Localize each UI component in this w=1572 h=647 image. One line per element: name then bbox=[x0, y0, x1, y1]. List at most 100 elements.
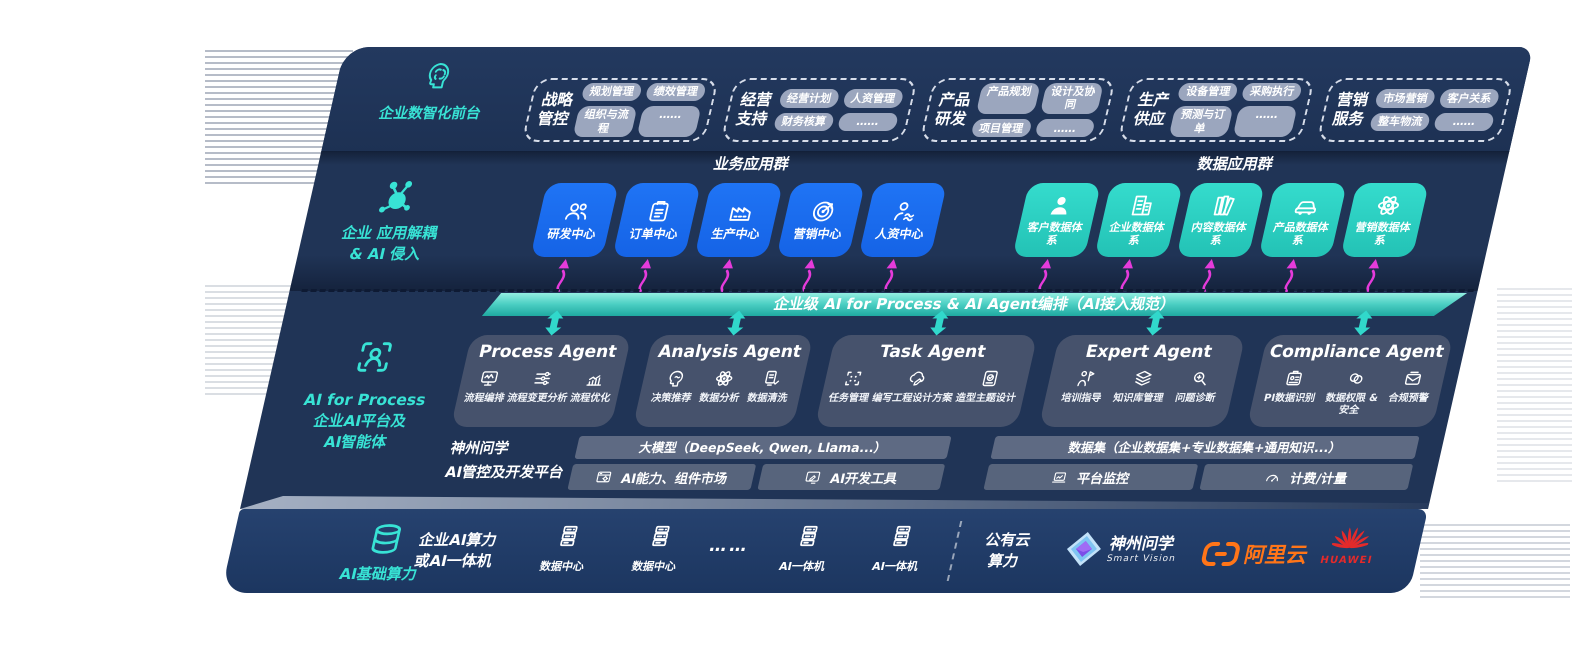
magenta-arrow-icon bbox=[1086, 254, 1167, 292]
agent-item: 造型主题设计 bbox=[954, 368, 1022, 405]
group-item-pill: 财务核算 bbox=[772, 112, 835, 131]
front-office-label: 企业数智化前台 bbox=[366, 59, 505, 123]
compute-line2: 或AI一体机 bbox=[412, 552, 494, 570]
books-icon bbox=[1207, 192, 1240, 219]
group-name: 生产 供应 bbox=[1131, 90, 1172, 128]
scan-person-icon bbox=[350, 337, 399, 377]
building-icon bbox=[1125, 192, 1158, 219]
data-app-tiles: 客户数据体系 企业数据体系 内容数据体系 产品数据体系 营销数据体系 bbox=[1012, 183, 1430, 257]
agent-items: 流程编排 流程变更分析 流程优化 bbox=[456, 368, 624, 405]
front-office-title: 企业数智化前台 bbox=[377, 106, 483, 122]
business-app-tiles: 研发中心 订单中心 生产中心 营销中心 人资中心 bbox=[530, 183, 948, 257]
agent-item-label: 数据权限 & 安全 bbox=[1324, 393, 1380, 416]
server-icon bbox=[553, 523, 585, 549]
smartvision-sub: Smart Vision bbox=[1105, 553, 1177, 564]
group-item-pill: 设计及协同 bbox=[1039, 82, 1105, 115]
group-item-pill: 组织与流程 bbox=[572, 105, 638, 138]
agent-item: 数据分析 bbox=[698, 368, 746, 405]
agent-box: Expert Agent 培训指导 知识库管理 问题诊断 bbox=[1038, 310, 1246, 427]
design-card-icon bbox=[977, 368, 1003, 389]
platform-cell: AI开发工具 bbox=[756, 464, 946, 490]
app-layer-label-line2: & AI 侵入 bbox=[347, 245, 423, 263]
optimize-icon bbox=[582, 368, 608, 389]
data-group-title: 数据应用群 bbox=[1195, 155, 1275, 173]
agent-item-label: 知识库管理 bbox=[1111, 393, 1165, 404]
platform-right-cells: 平台监控 计费/计量 bbox=[983, 464, 1414, 490]
platform-cell-label: 计费/计量 bbox=[1288, 471, 1349, 487]
tile-label: 企业数据体系 bbox=[1107, 221, 1166, 247]
tile-label: 生产中心 bbox=[709, 227, 762, 242]
front-office-groups: 战略 管控 规划管理 绩效管理 组织与流程…… 经营 支持 经营计划 人资管理 财务核算…… bbox=[521, 78, 1514, 142]
molecule-icon bbox=[372, 177, 424, 219]
task-grid-icon bbox=[840, 368, 866, 389]
agent-box: Task Agent 任务管理 编写工程设计方案 造型主题设计 bbox=[814, 310, 1038, 427]
agent-item-label: 决策推荐 bbox=[649, 393, 693, 404]
aliyun-brackets-icon bbox=[1199, 541, 1243, 567]
platform-model-section: 大模型（DeepSeek, Qwen, Llama...） AI能力、组件市场 A… bbox=[567, 436, 952, 490]
magenta-arrow-icon bbox=[604, 254, 685, 292]
group-item-pill: …… bbox=[836, 112, 899, 131]
magenta-arrow-icon bbox=[1250, 254, 1331, 292]
smartvision-logo: 神州问学 Smart Vision bbox=[1062, 531, 1182, 567]
agent-item-label: PI数据识别 bbox=[1262, 393, 1317, 404]
agent-items: 培训指导 知识库管理 问题诊断 bbox=[1044, 368, 1238, 405]
flow-monitor-icon bbox=[476, 368, 502, 389]
car-icon bbox=[1289, 192, 1322, 219]
agent-item: 合规预警 bbox=[1387, 368, 1435, 405]
group-items: 市场营销 客户关系 整车物流…… bbox=[1369, 89, 1501, 131]
layers-icon bbox=[1130, 368, 1156, 389]
infra-label: AI基础算力 bbox=[311, 521, 455, 584]
front-office-group: 生产 供应 设备管理 采购执行 预测与订单…… bbox=[1117, 78, 1316, 142]
training-icon bbox=[1073, 368, 1099, 389]
huawei-flower-icon bbox=[1330, 519, 1374, 549]
front-office-group: 战略 管控 规划管理 绩效管理 组织与流程…… bbox=[521, 78, 719, 142]
app-tile: 客户数据体系 bbox=[1012, 183, 1102, 257]
agent-item-label: 造型主题设计 bbox=[954, 393, 1017, 404]
group-item-pill: 采购执行 bbox=[1241, 82, 1304, 101]
teal-double-arrow-icon bbox=[540, 310, 567, 340]
window-gear-icon bbox=[594, 469, 615, 486]
app-tile: 内容数据体系 bbox=[1176, 183, 1266, 257]
ellipsis-nodes: …… bbox=[687, 523, 774, 556]
tile-label: 订单中心 bbox=[627, 227, 680, 242]
agent-item: 流程优化 bbox=[569, 368, 617, 405]
huawei-logo: HUAWEI bbox=[1312, 519, 1389, 566]
factory-icon bbox=[724, 198, 757, 225]
teal-double-arrow-icon bbox=[722, 310, 749, 340]
gem-logo-icon bbox=[1062, 531, 1106, 567]
agent-item-label: 合规预警 bbox=[1387, 393, 1430, 404]
agent-item: 数据清洗 bbox=[746, 368, 794, 405]
group-item-pill: …… bbox=[636, 105, 702, 138]
agent-title: Compliance Agent bbox=[1267, 342, 1446, 362]
platform-cell-label: 平台监控 bbox=[1075, 471, 1131, 487]
mail-alert-icon bbox=[1400, 368, 1426, 389]
atom-icon bbox=[711, 368, 737, 389]
cloud-line1: 公有云 bbox=[983, 531, 1033, 549]
group-item-pill: 整车物流 bbox=[1369, 112, 1432, 131]
agent-item-label: 任务管理 bbox=[827, 393, 870, 404]
magenta-arrow-icon bbox=[768, 254, 849, 292]
platform-left-cells: AI能力、组件市场 AI开发工具 bbox=[567, 464, 946, 490]
agent-item: 流程变更分析 bbox=[506, 368, 574, 405]
group-item-pill: 产品规划 bbox=[975, 82, 1041, 115]
huawei-name: HUAWEI bbox=[1318, 555, 1374, 566]
agent-item-label: 编写工程设计方案 bbox=[870, 393, 954, 404]
cloud-pen-icon bbox=[904, 368, 930, 389]
group-name: 战略 管控 bbox=[535, 90, 576, 128]
ai-layer-label-line1: AI for Process bbox=[302, 391, 428, 409]
group-item-pill: …… bbox=[1232, 105, 1298, 138]
business-arrows bbox=[522, 254, 931, 292]
agent-item-label: 问题诊断 bbox=[1173, 393, 1217, 404]
app-tile: 人资中心 bbox=[858, 183, 948, 257]
data-arrows bbox=[1004, 254, 1413, 292]
agent-box: Compliance Agent PI数据识别 数据权限 & 安全 合规预警 bbox=[1246, 310, 1454, 427]
group-item-pill: 人资管理 bbox=[841, 89, 904, 108]
app-tile: 研发中心 bbox=[530, 183, 620, 257]
ai-orchestration-bar: 企业级 AI for Process & AI Agent编排（AI接入规范） bbox=[482, 293, 1467, 316]
app-tile: 企业数据体系 bbox=[1094, 183, 1184, 257]
app-tile: 生产中心 bbox=[694, 183, 784, 257]
agent-item-label: 培训指导 bbox=[1059, 393, 1103, 404]
decor-stripes-mid-right bbox=[1497, 288, 1572, 484]
database-icon bbox=[364, 521, 408, 557]
group-item-pill: 规划管理 bbox=[580, 82, 643, 101]
